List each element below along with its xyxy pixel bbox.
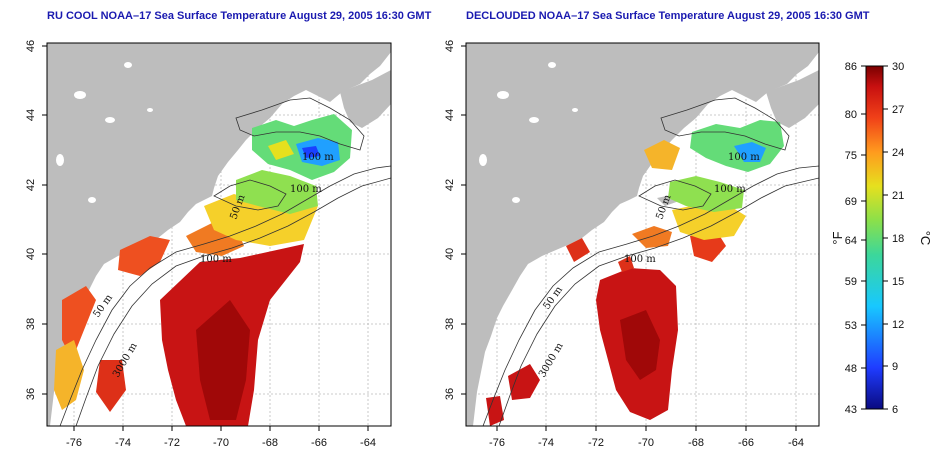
lon-tick-label: -70 — [638, 437, 654, 449]
lon-tick-label: -68 — [688, 437, 704, 449]
right-map-panel: 100 m 50 m 100 m 100 m 50 m 3000 m -76 -… — [444, 40, 820, 449]
colorbar-c-label: 6 — [892, 404, 898, 416]
colorbar-f-label: 69 — [845, 196, 857, 208]
colorbar-unit-f: °F — [830, 231, 845, 244]
lon-tick-label: -74 — [538, 437, 554, 449]
lon-tick-label: -72 — [588, 437, 604, 449]
colorbar: 86 80 75 69 64 59 53 48 43 30 27 24 21 1… — [830, 61, 933, 416]
lon-tick-label: -64 — [360, 437, 376, 449]
lon-tick-label: -76 — [489, 437, 505, 449]
lon-tick-label: -66 — [311, 437, 327, 449]
colorbar-gradient — [865, 65, 884, 410]
colorbar-unit-c: °C — [918, 231, 933, 246]
colorbar-c-label: 30 — [892, 61, 904, 73]
colorbar-c-label: 24 — [892, 147, 904, 159]
lat-tick-label: 40 — [25, 248, 37, 260]
lat-tick-label: 40 — [444, 248, 456, 260]
right-bathymetry-contours — [482, 97, 819, 426]
right-sst-field — [486, 120, 784, 426]
colorbar-c-label: 27 — [892, 104, 904, 116]
colorbar-c-label: 21 — [892, 190, 904, 202]
colorbar-c-label: 18 — [892, 233, 904, 245]
lat-tick-label: 46 — [444, 40, 456, 52]
colorbar-f-label: 75 — [845, 150, 857, 162]
colorbar-f-label: 80 — [845, 109, 857, 121]
colorbar-f-label: 53 — [845, 320, 857, 332]
left-map-title: RU COOL NOAA–17 Sea Surface Temperature … — [47, 10, 432, 22]
colorbar-f-label: 48 — [845, 363, 857, 375]
lat-tick-label: 44 — [25, 109, 37, 121]
contour-label: 100 m — [728, 152, 760, 163]
land-mass — [466, 43, 819, 426]
lat-tick-label: 44 — [444, 109, 456, 121]
lon-tick-label: -74 — [115, 437, 131, 449]
lat-tick-label: 42 — [25, 179, 37, 191]
lon-tick-label: -68 — [262, 437, 278, 449]
contour-label: 100 m — [290, 184, 322, 195]
lat-tick-label: 46 — [25, 40, 37, 52]
left-map-panel: 100 m 50 m 100 m 100 m 50 m 3000 m -76 -… — [25, 40, 392, 449]
right-map-title: DECLOUDED NOAA–17 Sea Surface Temperatur… — [466, 10, 870, 22]
lon-tick-label: -66 — [738, 437, 754, 449]
lat-tick-label: 36 — [25, 388, 37, 400]
left-bathymetry-contours — [59, 97, 391, 426]
left-sst-field — [54, 114, 352, 426]
lon-tick-label: -72 — [164, 437, 180, 449]
colorbar-c-label: 12 — [892, 319, 904, 331]
lat-tick-label: 42 — [444, 179, 456, 191]
colorbar-f-label: 64 — [845, 235, 857, 247]
colorbar-f-label: 43 — [845, 404, 857, 416]
contour-label: 100 m — [302, 152, 334, 163]
lat-tick-label: 38 — [25, 318, 37, 330]
lon-tick-label: -70 — [213, 437, 229, 449]
colorbar-f-label: 86 — [845, 61, 857, 73]
contour-label: 100 m — [200, 254, 232, 265]
colorbar-c-label: 15 — [892, 276, 904, 288]
lon-tick-label: -64 — [788, 437, 804, 449]
colorbar-c-label: 9 — [892, 361, 898, 373]
lat-tick-label: 36 — [444, 388, 456, 400]
lat-tick-label: 38 — [444, 318, 456, 330]
contour-label: 100 m — [714, 184, 746, 195]
colorbar-f-label: 59 — [845, 276, 857, 288]
contour-label: 100 m — [624, 254, 656, 265]
lon-tick-label: -76 — [66, 437, 82, 449]
land-mass — [47, 43, 391, 426]
